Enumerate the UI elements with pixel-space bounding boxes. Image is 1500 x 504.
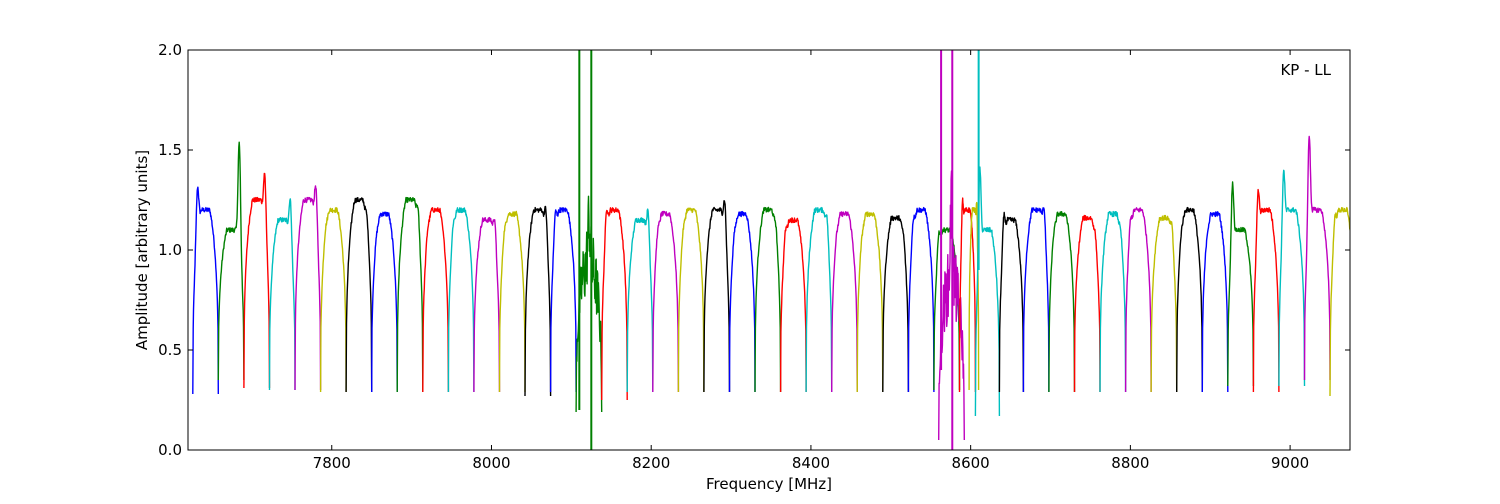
series-line-35 — [1022, 207, 1050, 393]
series-line-17 — [626, 208, 654, 393]
series-line-42 — [1201, 211, 1229, 393]
y-tick-label: 2.0 — [158, 41, 182, 59]
x-tick-label: 8200 — [632, 454, 670, 472]
y-tick-label: 0.5 — [158, 341, 182, 359]
x-tick-label: 9000 — [1271, 454, 1309, 472]
series-line-36 — [1048, 211, 1076, 393]
series-line-38 — [1099, 210, 1127, 393]
series-line-47 — [1329, 206, 1350, 397]
series-line-46 — [1303, 135, 1331, 381]
series-line-11 — [473, 216, 501, 393]
x-tick-label: 8800 — [1111, 454, 1149, 472]
series-line-44 — [1252, 188, 1280, 393]
series-line-21 — [728, 210, 756, 393]
series-line-41 — [1176, 206, 1203, 393]
series-line-1 — [217, 141, 245, 381]
series-line-28 — [907, 206, 935, 393]
x-tick-label: 8400 — [792, 454, 830, 472]
series-line-18 — [652, 210, 680, 393]
series-line-19 — [677, 207, 705, 393]
series-line-31 — [958, 197, 977, 393]
series-line-26 — [856, 211, 884, 393]
series-line-0 — [192, 186, 219, 395]
series-line-7 — [371, 211, 398, 393]
x-tick-label: 8000 — [472, 454, 510, 472]
series-line-4 — [294, 185, 322, 391]
series-line-32 — [968, 201, 980, 391]
series-line-16 — [601, 207, 628, 401]
series-line-6 — [345, 197, 373, 393]
series-layer — [192, 135, 1350, 441]
y-tick-label: 0.0 — [158, 441, 182, 459]
series-line-12 — [498, 210, 526, 393]
y-tick-label: 1.5 — [158, 141, 182, 159]
series-line-43 — [1227, 181, 1255, 387]
x-tick-label: 7800 — [313, 454, 351, 472]
series-line-5 — [319, 207, 347, 393]
series-line-13 — [524, 205, 552, 397]
series-line-37 — [1073, 214, 1101, 393]
series-line-45 — [1278, 169, 1306, 387]
series-line-10 — [447, 207, 475, 393]
series-line-40 — [1150, 214, 1178, 393]
y-axis-label: Amplitude [arbitrary units] — [133, 150, 151, 350]
baseline-annotation: KP - LL — [1280, 61, 1331, 79]
y-tick-label: 1.0 — [158, 241, 182, 259]
series-line-25 — [831, 211, 858, 393]
series-line-2 — [243, 172, 271, 389]
series-line-22 — [754, 206, 782, 393]
x-tick-label: 8600 — [952, 454, 990, 472]
series-line-8 — [396, 196, 424, 393]
series-line-3 — [268, 198, 296, 391]
x-axis-ticks: 7800 8000 8200 8400 8600 8800 9000 — [313, 50, 1309, 472]
series-line-15 — [575, 195, 603, 413]
series-line-23 — [779, 217, 807, 393]
series-line-14 — [549, 207, 577, 393]
series-line-39 — [1124, 207, 1152, 393]
rfi-spike-layer — [578, 50, 980, 450]
series-line-20 — [703, 200, 731, 393]
series-line-34 — [998, 211, 1025, 393]
series-line-24 — [805, 206, 833, 393]
y-axis-ticks: 0.0 0.5 1.0 1.5 2.0 — [158, 41, 1350, 459]
x-axis-label: Frequency [MHz] — [706, 475, 832, 493]
series-line-9 — [422, 207, 450, 393]
series-line-27 — [882, 215, 910, 393]
